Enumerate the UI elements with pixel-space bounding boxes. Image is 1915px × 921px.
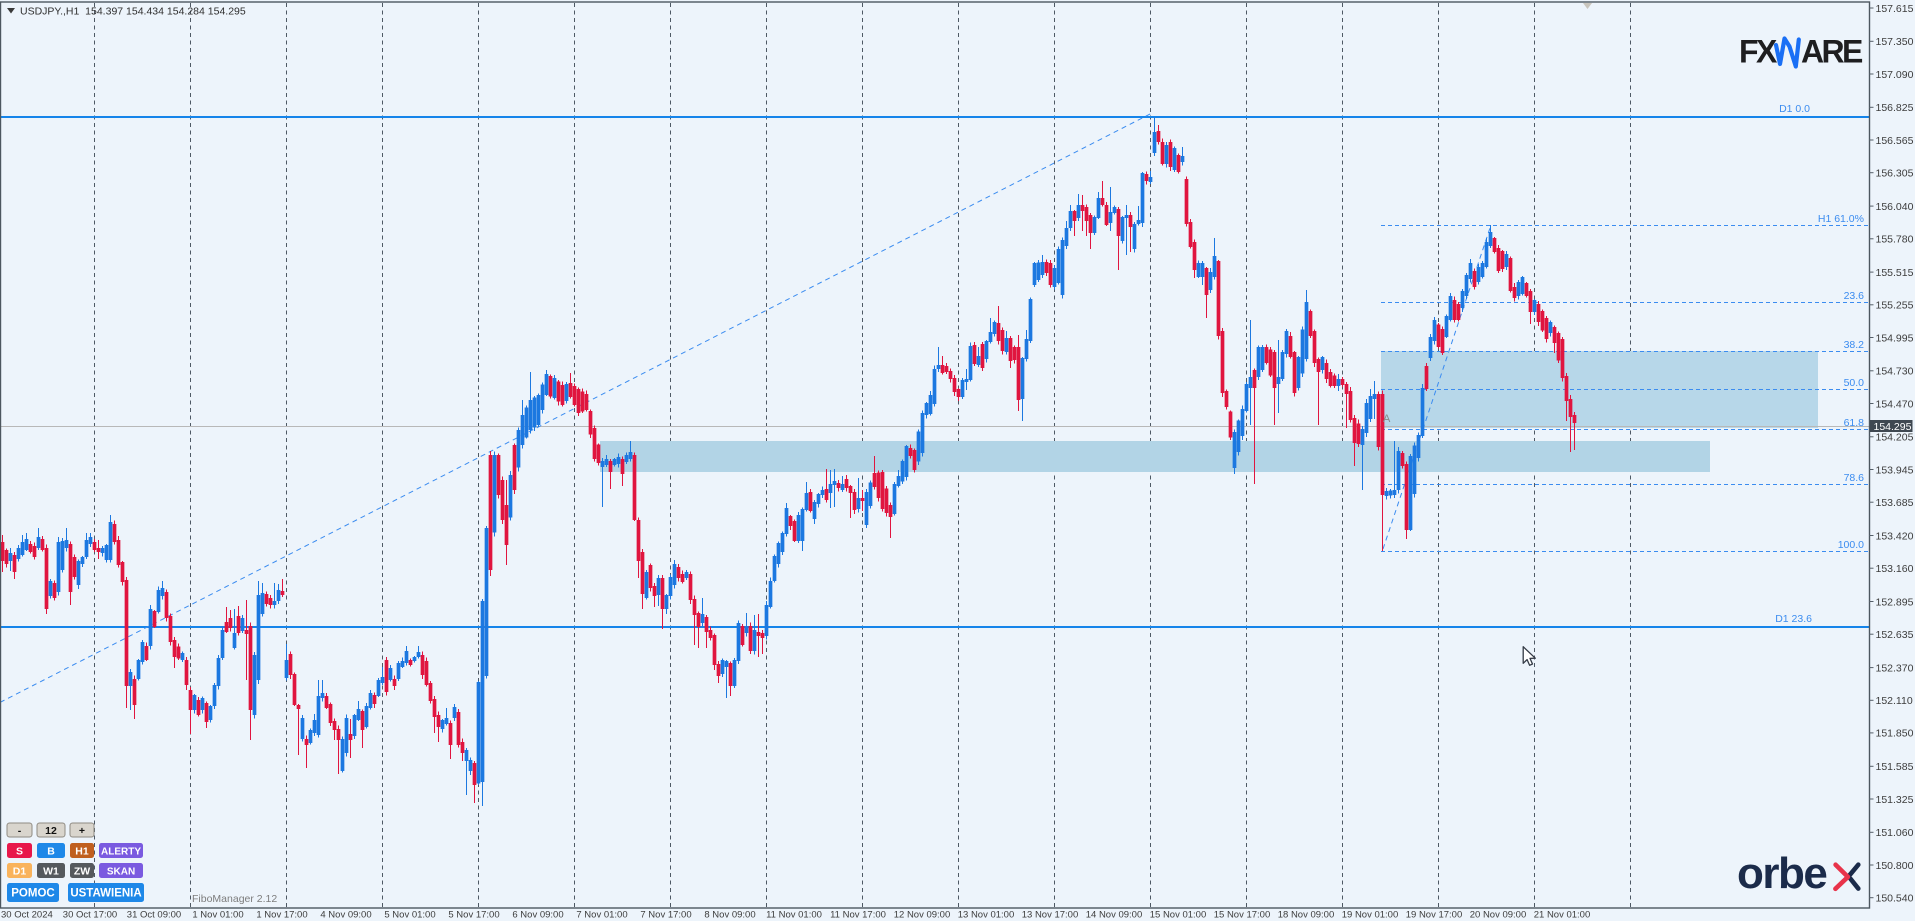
svg-text:-: - [18, 825, 22, 837]
svg-text:+: + [79, 825, 85, 837]
svg-text:7 Nov 17:00: 7 Nov 17:00 [640, 910, 691, 921]
svg-text:23.6: 23.6 [1844, 290, 1865, 302]
svg-text:ZW: ZW [74, 866, 90, 878]
svg-text:150.800: 150.800 [1876, 860, 1914, 872]
svg-text:5 Nov 01:00: 5 Nov 01:00 [384, 910, 435, 921]
svg-text:153.160: 153.160 [1876, 563, 1914, 575]
svg-text:7 Nov 01:00: 7 Nov 01:00 [576, 910, 627, 921]
svg-text:W1: W1 [43, 866, 59, 878]
svg-text:ARE: ARE [1801, 34, 1863, 70]
svg-text:H1: H1 [75, 846, 89, 858]
svg-text:152.110: 152.110 [1876, 695, 1913, 707]
svg-text:19 Nov 17:00: 19 Nov 17:00 [1406, 910, 1463, 921]
svg-text:151.060: 151.060 [1876, 827, 1914, 839]
svg-text:POMOC: POMOC [11, 888, 54, 900]
svg-text:FiboManager 2.12: FiboManager 2.12 [192, 893, 277, 905]
svg-text:78.6: 78.6 [1844, 472, 1865, 484]
svg-text:61.8: 61.8 [1844, 417, 1865, 429]
svg-text:155.255: 155.255 [1876, 300, 1914, 312]
svg-text:152.895: 152.895 [1876, 596, 1914, 608]
svg-text:15 Nov 01:00: 15 Nov 01:00 [1150, 910, 1207, 921]
svg-text:155.515: 155.515 [1876, 267, 1914, 279]
svg-text:D1 0.0: D1 0.0 [1779, 103, 1810, 115]
svg-text:156.040: 156.040 [1876, 201, 1914, 213]
svg-text:S: S [16, 846, 23, 858]
svg-text:13 Nov 17:00: 13 Nov 17:00 [1022, 910, 1079, 921]
svg-text:SKAN: SKAN [107, 867, 135, 878]
svg-text:20 Nov 09:00: 20 Nov 09:00 [1470, 910, 1527, 921]
svg-text:14 Nov 09:00: 14 Nov 09:00 [1086, 910, 1143, 921]
svg-text:12 Nov 09:00: 12 Nov 09:00 [894, 910, 951, 921]
svg-text:18 Nov 09:00: 18 Nov 09:00 [1278, 910, 1335, 921]
svg-text:153.685: 153.685 [1876, 497, 1914, 509]
svg-text:B: B [47, 846, 55, 858]
svg-text:1 Nov 01:00: 1 Nov 01:00 [192, 910, 243, 921]
svg-text:156.565: 156.565 [1876, 135, 1914, 147]
svg-text:USDJPY.,H1 154.397 154.434 15: USDJPY.,H1 154.397 154.434 154.284 154.2… [20, 6, 246, 18]
svg-text:D1: D1 [13, 866, 27, 878]
svg-text:152.370: 152.370 [1876, 662, 1914, 674]
svg-text:12: 12 [45, 825, 57, 837]
svg-text:154.995: 154.995 [1876, 332, 1914, 344]
svg-text:19 Nov 01:00: 19 Nov 01:00 [1342, 910, 1399, 921]
svg-text:11 Nov 17:00: 11 Nov 17:00 [830, 910, 886, 921]
svg-text:31 Oct 09:00: 31 Oct 09:00 [127, 910, 181, 921]
svg-text:154.730: 154.730 [1876, 366, 1914, 378]
svg-text:157.090: 157.090 [1876, 69, 1914, 81]
svg-text:1 Nov 17:00: 1 Nov 17:00 [256, 910, 307, 921]
svg-text:150.540: 150.540 [1876, 893, 1914, 905]
svg-text:8 Nov 09:00: 8 Nov 09:00 [704, 910, 755, 921]
svg-text:155.780: 155.780 [1876, 234, 1914, 246]
svg-text:5 Nov 17:00: 5 Nov 17:00 [448, 910, 499, 921]
svg-text:100.0: 100.0 [1838, 539, 1864, 551]
svg-text:H1 61.0%: H1 61.0% [1818, 213, 1864, 225]
svg-text:151.325: 151.325 [1876, 794, 1914, 806]
svg-text:30 Oct 2024: 30 Oct 2024 [1, 910, 53, 921]
svg-text:4 Nov 09:00: 4 Nov 09:00 [320, 910, 371, 921]
svg-text:151.850: 151.850 [1876, 728, 1914, 740]
svg-text:13 Nov 01:00: 13 Nov 01:00 [958, 910, 1015, 921]
svg-text:156.825: 156.825 [1876, 102, 1914, 114]
svg-text:157.615: 157.615 [1876, 3, 1914, 15]
svg-text:30 Oct 17:00: 30 Oct 17:00 [63, 910, 117, 921]
svg-text:153.420: 153.420 [1876, 530, 1914, 542]
svg-text:USTAWIENIA: USTAWIENIA [70, 888, 141, 900]
svg-text:A: A [1383, 413, 1391, 425]
svg-text:15 Nov 17:00: 15 Nov 17:00 [1214, 910, 1271, 921]
svg-text:ALERTY: ALERTY [101, 847, 141, 858]
svg-text:FX: FX [1739, 34, 1778, 70]
svg-text:6 Nov 09:00: 6 Nov 09:00 [512, 910, 563, 921]
svg-text:21 Nov 01:00: 21 Nov 01:00 [1534, 910, 1591, 921]
svg-text:151.585: 151.585 [1876, 761, 1914, 773]
svg-text:D1 23.6: D1 23.6 [1775, 613, 1812, 625]
svg-text:157.350: 157.350 [1876, 36, 1914, 48]
svg-text:38.2: 38.2 [1844, 339, 1865, 351]
svg-text:11 Nov 01:00: 11 Nov 01:00 [766, 910, 822, 921]
svg-text:153.945: 153.945 [1876, 464, 1914, 476]
svg-text:154.205: 154.205 [1876, 432, 1914, 444]
svg-text:50.0: 50.0 [1844, 377, 1865, 389]
svg-text:154.470: 154.470 [1876, 398, 1914, 410]
svg-text:156.305: 156.305 [1876, 168, 1914, 180]
svg-text:orbe: orbe [1737, 849, 1826, 898]
svg-text:152.635: 152.635 [1876, 629, 1914, 641]
svg-text:154.295: 154.295 [1874, 421, 1912, 433]
